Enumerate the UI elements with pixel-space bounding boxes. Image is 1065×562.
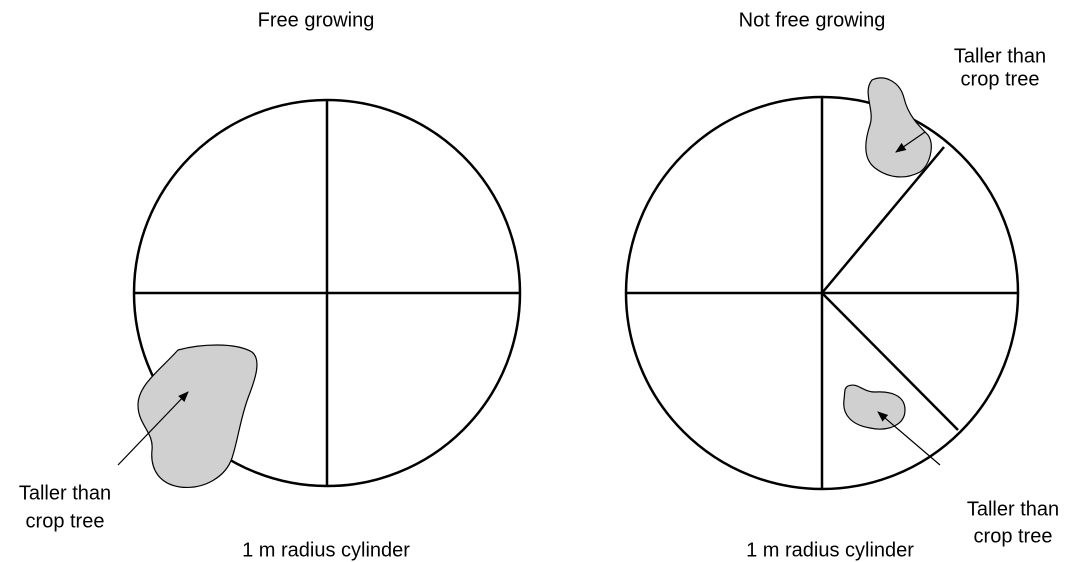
arrow bbox=[877, 411, 941, 466]
panel-title: Not free growing bbox=[739, 9, 886, 31]
divider bbox=[821, 292, 959, 431]
panel-free-growing: Free growing Taller than crop tree 1 m r… bbox=[19, 9, 522, 561]
label-line: crop tree bbox=[961, 68, 1040, 90]
label-line: Taller than bbox=[19, 482, 111, 504]
panel-not-free-growing: Not free growing Taller than crop tree T… bbox=[624, 9, 1059, 561]
arrow bbox=[895, 131, 926, 153]
tall-vegetation bbox=[137, 344, 258, 488]
arrow bbox=[117, 391, 189, 466]
tall-vegetation bbox=[865, 77, 932, 178]
tall-vegetation bbox=[843, 384, 906, 430]
caption: 1 m radius cylinder bbox=[242, 539, 410, 561]
caption: 1 m radius cylinder bbox=[746, 539, 914, 561]
label-line: Taller than bbox=[954, 45, 1046, 67]
label-line: crop tree bbox=[974, 525, 1053, 547]
panel-title: Free growing bbox=[258, 9, 375, 31]
label-line: crop tree bbox=[26, 510, 105, 532]
divider bbox=[821, 146, 945, 294]
label-line: Taller than bbox=[967, 498, 1059, 520]
